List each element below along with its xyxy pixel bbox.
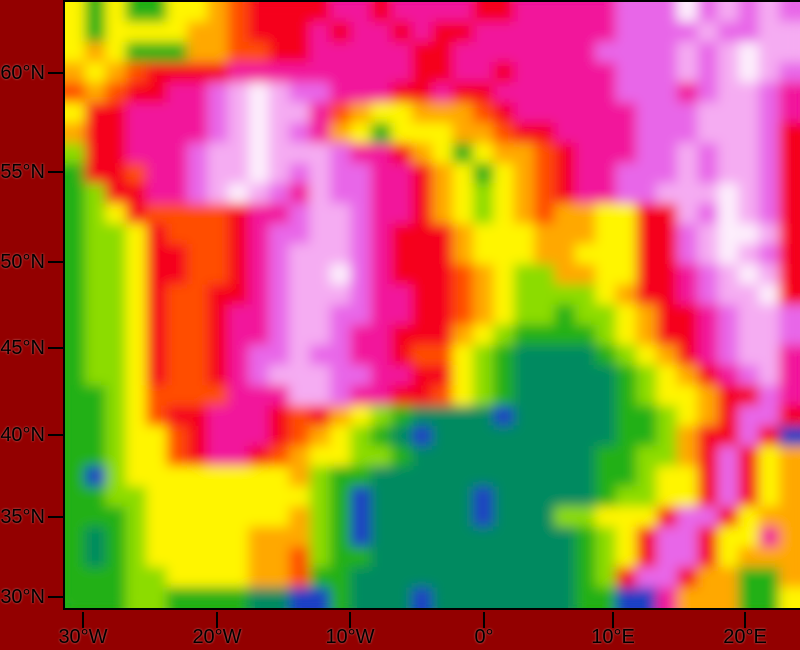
- x-axis-tick-label: 20°E: [723, 626, 767, 648]
- heatmap-field: [65, 2, 800, 608]
- y-axis-tick: [48, 171, 63, 173]
- y-axis-tick-label: 45°N: [0, 337, 45, 359]
- y-axis-tick-label: 60°N: [0, 62, 45, 84]
- x-axis-tick: [612, 612, 614, 628]
- plot-area: [63, 0, 800, 610]
- x-axis-tick: [483, 612, 485, 628]
- y-axis-tick: [48, 434, 63, 436]
- y-axis-tick: [48, 72, 63, 74]
- x-axis-tick-label: 10°W: [325, 626, 375, 648]
- y-axis-tick-label: 50°N: [0, 251, 45, 273]
- x-axis-tick: [82, 612, 84, 628]
- x-axis-tick: [216, 612, 218, 628]
- y-axis-tick: [48, 347, 63, 349]
- x-axis-tick-label: 20°W: [192, 626, 242, 648]
- x-axis-tick-label: 10°E: [591, 626, 635, 648]
- y-axis-tick: [48, 261, 63, 263]
- x-axis-tick: [744, 612, 746, 628]
- y-axis-tick-label: 40°N: [0, 424, 45, 446]
- x-axis-tick-label: 30°W: [58, 626, 108, 648]
- y-axis-tick-label: 30°N: [0, 586, 45, 608]
- x-axis-tick-label: 0°: [474, 626, 494, 648]
- y-axis-tick-label: 35°N: [0, 506, 45, 528]
- y-axis-tick-label: 55°N: [0, 161, 45, 183]
- x-axis-tick: [349, 612, 351, 628]
- y-axis-tick: [48, 516, 63, 518]
- y-axis-tick: [48, 596, 63, 598]
- heatmap-cells-smoothed: [65, 2, 800, 608]
